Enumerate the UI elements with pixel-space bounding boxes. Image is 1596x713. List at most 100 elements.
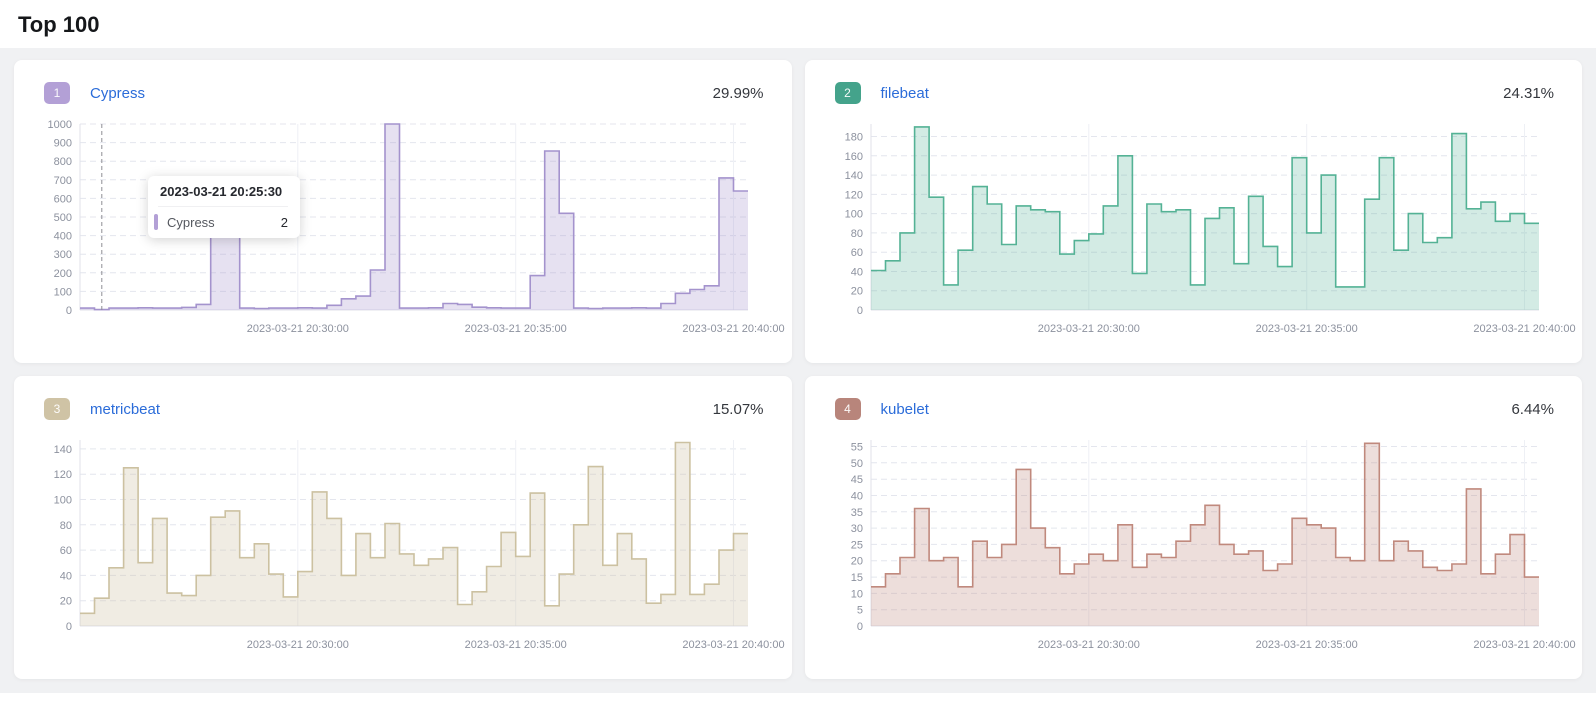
- x-axis-labels: 2023-03-21 20:30:00 2023-03-21 20:35:00 20…: [247, 639, 785, 651]
- svg-text:2023-03-21 20:35:00: 2023-03-21 20:35:00: [465, 639, 567, 651]
- svg-text:2023-03-21 20:30:00: 2023-03-21 20:30:00: [1037, 639, 1139, 651]
- series-link-cypress[interactable]: Cypress: [90, 84, 146, 102]
- svg-text:40: 40: [850, 267, 862, 279]
- tooltip-value: 2: [280, 214, 288, 230]
- percent-value: 24.31%: [1503, 84, 1554, 102]
- svg-text:2023-03-21 20:40:00: 2023-03-21 20:40:00: [682, 639, 784, 651]
- svg-text:100: 100: [54, 495, 72, 507]
- svg-text:700: 700: [54, 175, 72, 187]
- chart-area: 0 20 40 60 80 100 120 140 2023-03-21 20:30:00 202…: [32, 434, 785, 658]
- gridlines: [79, 440, 748, 627]
- y-axis-labels: 0 5 10 15 20 25 30 35 40 45 50 55: [850, 442, 862, 634]
- svg-text:20: 20: [60, 596, 72, 608]
- chart-svg[interactable]: 0 100 200 300 400 500 600 700 800 900 1000 2023-03-…: [32, 118, 785, 342]
- series-line: [870, 126, 1539, 288]
- svg-text:10: 10: [850, 588, 862, 600]
- svg-text:20: 20: [850, 286, 862, 298]
- x-axis-labels: 2023-03-21 20:30:00 2023-03-21 20:35:00 20…: [1037, 323, 1575, 335]
- chart-kubelet[interactable]: 0 5 10 15 20 25 30 35 40 45 50 55 2023-03-21 20:30:0…: [823, 434, 1575, 658]
- chart-metricbeat[interactable]: 0 20 40 60 80 100 120 140 2023-03-21 20:30:00 202…: [32, 434, 785, 658]
- chart-area: 0 20 40 60 80 100 120 140 160 180 2023-03-21 20:30…: [823, 118, 1575, 342]
- svg-text:55: 55: [850, 442, 862, 454]
- card-header: 3 metricbeat 15.07%: [44, 398, 774, 420]
- svg-text:5: 5: [856, 605, 862, 617]
- chart-area: 0 5 10 15 20 25 30 35 40 45 50 55 2023-03-21 20:30:0…: [823, 434, 1575, 658]
- svg-text:25: 25: [850, 539, 862, 551]
- dashboard-grid: 1 Cypress 29.99% 0 100 200 300 400 5 0 0 60 0 700 8…: [0, 48, 1596, 693]
- card-filebeat: 2 filebeat 24.31% 0 20 40 60 80 100 120 140 160 1…: [804, 60, 1582, 363]
- svg-text:60: 60: [60, 545, 72, 557]
- chart-area: 0 100 200 300 400 500 600 700 800 900 1000 2023-03-…: [32, 118, 785, 342]
- svg-text:35: 35: [850, 507, 862, 519]
- y-axis-labels: 0 20 40 60 80 100 120 140 160 180: [844, 132, 862, 318]
- chart-svg[interactable]: 0 5 10 15 20 25 30 35 40 45 50 55 2023-03-21 20:30:0…: [823, 434, 1575, 658]
- rank-badge: 4: [834, 398, 861, 420]
- svg-text:15: 15: [850, 572, 862, 584]
- svg-text:40: 40: [60, 570, 72, 582]
- chart-tooltip: 2023-03-21 20:25:30 Cypress 2: [148, 176, 300, 238]
- series-link-filebeat[interactable]: filebeat: [880, 84, 929, 102]
- series-line: [870, 442, 1539, 588]
- svg-text:0: 0: [856, 305, 862, 317]
- rank-badge: 3: [44, 398, 70, 420]
- svg-text:2023-03-21 20:30:00: 2023-03-21 20:30:00: [247, 323, 349, 335]
- series-line: [80, 441, 748, 615]
- tooltip-timestamp: 2023-03-21 20:25:30: [158, 184, 288, 207]
- svg-text:1000: 1000: [48, 119, 72, 131]
- series-link-metricbeat[interactable]: metricbeat: [90, 400, 161, 418]
- tooltip-row: Cypress 2: [154, 207, 288, 230]
- gridlines: [870, 440, 1539, 627]
- svg-text:100: 100: [844, 209, 862, 221]
- svg-text:2023-03-21 20:35:00: 2023-03-21 20:35:00: [465, 323, 567, 335]
- page-title: Top 100: [18, 12, 100, 37]
- svg-text:2023-03-21 20:35:00: 2023-03-21 20:35:00: [1255, 323, 1357, 335]
- card-kubelet: 4 kubelet 6.44% 0 5 10 15 20 25 30 35 40 45 50 55 20…: [804, 376, 1582, 679]
- svg-text:900: 900: [54, 138, 72, 150]
- chart-cypress[interactable]: 0 100 200 300 400 500 600 700 800 900 1000 2023-03-…: [32, 118, 785, 342]
- card-header: 4 kubelet 6.44%: [834, 398, 1565, 420]
- svg-text:160: 160: [844, 151, 862, 163]
- page-header: Top 100: [0, 0, 1596, 48]
- svg-text:2023-03-21 20:30:00: 2023-03-21 20:30:00: [247, 639, 349, 651]
- svg-text:80: 80: [850, 228, 862, 240]
- percent-value: 29.99%: [712, 84, 764, 102]
- svg-text:400: 400: [54, 231, 72, 243]
- svg-text:100: 100: [54, 286, 72, 298]
- svg-text:2023-03-21 20:40:00: 2023-03-21 20:40:00: [682, 323, 784, 335]
- svg-text:180: 180: [844, 132, 862, 144]
- series-area: [870, 443, 1539, 626]
- svg-text:0: 0: [856, 621, 862, 633]
- x-axis-labels: 2023-03-21 20:30:00 2023-03-21 20:35:00 20…: [247, 323, 785, 335]
- card-header: 1 Cypress 29.99%: [44, 82, 774, 104]
- series-area: [80, 442, 748, 626]
- series-link-kubelet[interactable]: kubelet: [880, 400, 929, 418]
- tooltip-series-name: Cypress: [167, 214, 215, 230]
- svg-text:2023-03-21 20:40:00: 2023-03-21 20:40:00: [1473, 323, 1575, 335]
- percent-value: 6.44%: [1511, 400, 1554, 418]
- svg-text:30: 30: [850, 523, 862, 535]
- svg-text:140: 140: [844, 170, 862, 182]
- svg-text:20: 20: [850, 556, 862, 568]
- y-axis-labels: 0 20 40 60 80 100 120 140: [54, 444, 72, 633]
- svg-text:45: 45: [850, 474, 862, 486]
- svg-text:300: 300: [54, 249, 72, 261]
- rank-badge: 1: [44, 82, 70, 104]
- svg-text:200: 200: [54, 268, 72, 280]
- y-axis-labels: 0 100 200 300 400 500 600 700 800 900 1000: [48, 119, 72, 317]
- svg-text:2023-03-21 20:30:00: 2023-03-21 20:30:00: [1037, 323, 1139, 335]
- card-cypress: 1 Cypress 29.99% 0 100 200 300 400 500 600 700 8…: [14, 60, 792, 363]
- svg-text:40: 40: [850, 491, 862, 503]
- svg-text:120: 120: [54, 469, 72, 481]
- card-metricbeat: 3 metricbeat 15.07% 0 20 40 60 80 100 120 140 20…: [14, 376, 792, 679]
- svg-text:0: 0: [66, 621, 72, 633]
- svg-text:0: 0: [66, 305, 72, 317]
- svg-text:800: 800: [54, 156, 72, 168]
- percent-value: 15.07%: [712, 400, 764, 418]
- chart-filebeat[interactable]: 0 20 40 60 80 100 120 140 160 180 2023-03-21 20:30…: [823, 118, 1575, 342]
- svg-text:2023-03-21 20:35:00: 2023-03-21 20:35:00: [1255, 639, 1357, 651]
- svg-text:60: 60: [850, 247, 862, 259]
- x-axis-labels: 2023-03-21 20:30:00 2023-03-21 20:35:00 20…: [1037, 639, 1575, 651]
- svg-text:140: 140: [54, 444, 72, 456]
- chart-svg[interactable]: 0 20 40 60 80 100 120 140 160 180 2023-03-21 20:30…: [823, 118, 1575, 342]
